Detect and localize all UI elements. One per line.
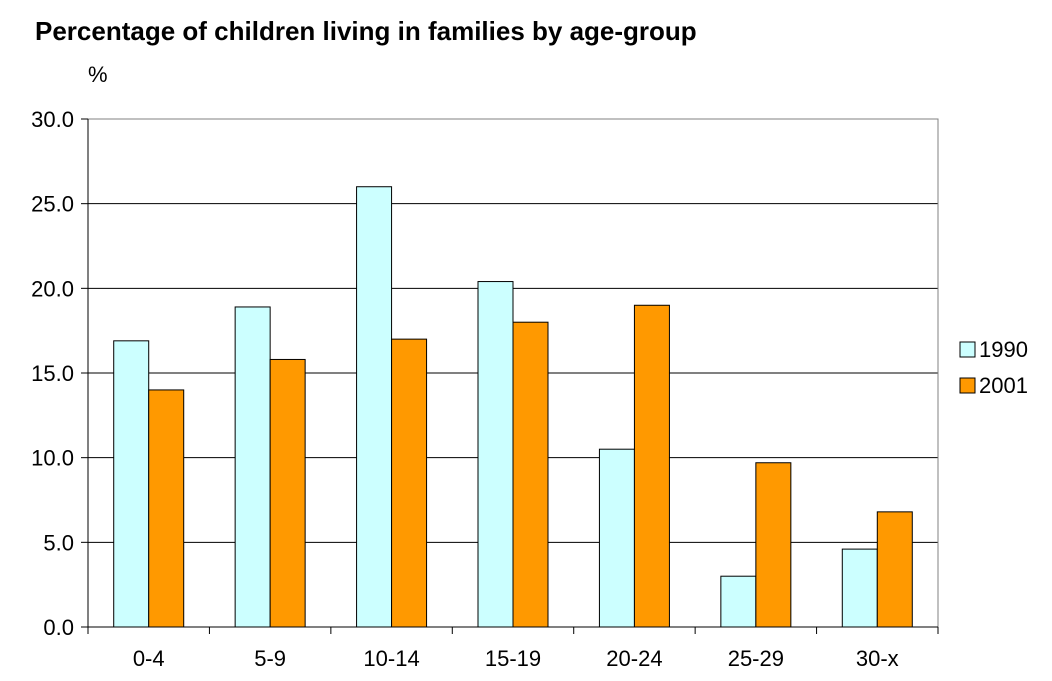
legend-swatch-2001 [959, 377, 976, 394]
bar-1990-10-14 [356, 186, 393, 628]
y-tick-label: 5.0 [43, 530, 74, 555]
x-tick-label: 20-24 [606, 646, 662, 671]
legend-label-2001: 2001 [979, 373, 1028, 398]
legend-label-1990: 1990 [979, 337, 1028, 362]
bar-2001-10-14 [391, 338, 428, 628]
y-tick-label: 10.0 [31, 446, 74, 471]
bar-1990-5-9 [234, 306, 271, 628]
bar-1990-0-4 [113, 340, 150, 628]
legend: 1990 2001 [959, 337, 1028, 398]
y-tick-label: 25.0 [31, 192, 74, 217]
x-tick-label: 30-x [856, 646, 899, 671]
y-tick-label: 15.0 [31, 361, 74, 386]
axes [81, 118, 939, 634]
x-tick-label: 25-29 [728, 646, 784, 671]
x-tick-label: 10-14 [363, 646, 419, 671]
y-tick-labels: 0.0 5.0 10.0 15.0 20.0 25.0 30.0 [31, 107, 74, 640]
legend-swatch-1990 [959, 341, 976, 358]
bars [113, 186, 913, 628]
chart-title: Percentage of children living in familie… [35, 16, 697, 46]
bar-2001-5-9 [269, 358, 306, 628]
bar-2001-0-4 [148, 389, 185, 628]
x-tick-label: 5-9 [254, 646, 286, 671]
bar-2001-20-24 [633, 304, 670, 628]
bar-2001-30-x [876, 511, 913, 628]
x-tick-label: 0-4 [133, 646, 165, 671]
y-axis-unit-label: % [88, 62, 108, 87]
bar-1990-30-x [841, 548, 878, 628]
x-tick-label: 15-19 [485, 646, 541, 671]
bar-1990-25-29 [720, 575, 757, 628]
bar-1990-15-19 [477, 281, 514, 628]
bar-1990-20-24 [598, 448, 635, 628]
x-tick-labels: 0-4 5-9 10-14 15-19 20-24 25-29 30-x [133, 646, 899, 671]
y-tick-label: 30.0 [31, 107, 74, 132]
bar-2001-15-19 [512, 321, 549, 628]
y-tick-label: 0.0 [43, 615, 74, 640]
bar-2001-25-29 [755, 462, 792, 628]
y-tick-label: 20.0 [31, 276, 74, 301]
